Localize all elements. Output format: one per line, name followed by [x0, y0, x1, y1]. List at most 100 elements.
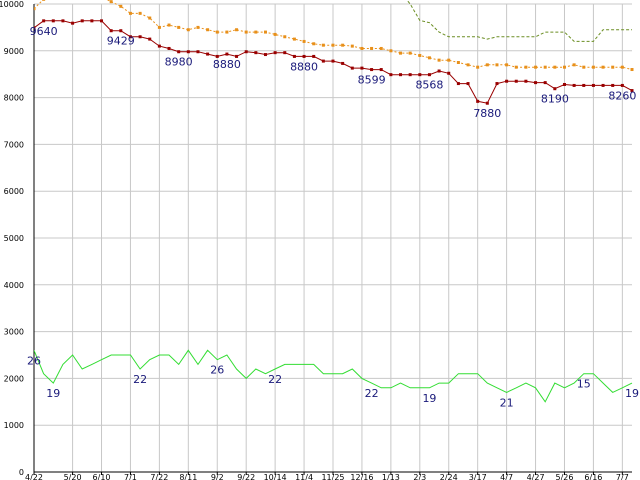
data-point	[572, 63, 576, 67]
data-point	[215, 30, 219, 34]
data-point	[71, 21, 75, 25]
data-point	[582, 83, 586, 87]
data-point	[485, 63, 489, 67]
data-label: 26	[27, 354, 41, 367]
data-point	[399, 51, 403, 55]
data-point	[128, 11, 132, 15]
data-point	[34, 7, 36, 11]
data-point	[543, 81, 547, 85]
data-point	[61, 19, 65, 23]
data-label: 8260	[608, 89, 636, 102]
data-point	[312, 54, 316, 58]
x-tick-label: 10/14	[264, 473, 287, 480]
data-point	[601, 65, 605, 69]
data-point	[534, 65, 538, 69]
x-tick-label: 9/2	[211, 473, 224, 480]
data-label: 8568	[415, 79, 443, 92]
data-point	[620, 83, 624, 87]
x-tick-label: 3/17	[469, 473, 487, 480]
data-label: 8880	[290, 60, 318, 73]
y-tick-label: 4000	[4, 281, 24, 290]
data-point	[360, 66, 364, 70]
data-point	[283, 51, 287, 55]
data-point	[196, 25, 200, 29]
data-point	[138, 11, 142, 15]
data-point	[235, 28, 239, 32]
data-point	[601, 83, 605, 87]
data-point	[157, 25, 161, 29]
data-point	[389, 49, 393, 53]
data-point	[389, 73, 393, 77]
data-point	[177, 50, 181, 54]
data-point	[447, 71, 451, 75]
data-point	[80, 19, 84, 23]
data-point	[167, 23, 171, 27]
x-tick-label: 4/27	[527, 473, 545, 480]
data-label: 19	[625, 387, 639, 400]
data-point	[418, 73, 422, 77]
x-tick-label: 4/7	[500, 473, 513, 480]
y-tick-label: 2000	[4, 374, 24, 383]
data-point	[572, 83, 576, 87]
data-point	[167, 46, 171, 50]
data-point	[379, 68, 383, 72]
y-tick-label: 7000	[4, 140, 24, 149]
data-point	[331, 59, 335, 63]
data-label: 22	[268, 373, 282, 386]
x-tick-label: 11/4	[295, 473, 313, 480]
data-label: 19	[422, 392, 436, 405]
data-point	[321, 43, 325, 47]
data-point	[283, 35, 287, 39]
data-label: 8880	[213, 58, 241, 71]
data-point	[186, 50, 190, 54]
data-point	[109, 0, 113, 4]
data-point	[591, 65, 595, 69]
x-tick-label: 1/13	[382, 473, 400, 480]
y-tick-label: 6000	[4, 187, 24, 196]
data-label: 9429	[107, 35, 135, 48]
x-tick-label: 2/24	[440, 473, 458, 480]
y-tick-label: 0	[19, 468, 24, 477]
y-tick-label: 10000	[0, 0, 24, 9]
data-point	[505, 63, 509, 67]
data-label: 9640	[30, 25, 58, 38]
data-point	[553, 87, 557, 91]
data-point	[109, 29, 113, 33]
data-point	[524, 65, 528, 69]
data-point	[476, 99, 480, 103]
data-point	[447, 58, 451, 62]
x-tick-label: 5/26	[555, 473, 573, 480]
data-point	[466, 63, 470, 67]
data-point	[399, 73, 403, 77]
series-lines	[34, 0, 634, 403]
data-label: 8980	[165, 56, 193, 69]
data-point	[350, 66, 354, 70]
data-point	[215, 54, 219, 58]
data-label: 15	[577, 378, 591, 391]
y-tick-label: 3000	[4, 328, 24, 337]
x-tick-label: 9/22	[237, 473, 255, 480]
data-point	[562, 82, 566, 86]
data-point	[312, 42, 316, 46]
data-point	[206, 28, 210, 32]
data-point	[514, 65, 518, 69]
data-point	[225, 30, 229, 34]
series-2	[406, 0, 632, 42]
series-line	[34, 349, 633, 403]
data-point	[244, 50, 248, 54]
y-tick-label: 5000	[4, 234, 24, 243]
y-tick-label: 1000	[4, 421, 24, 430]
data-point	[42, 0, 46, 1]
data-point	[235, 54, 239, 58]
data-label: 21	[500, 396, 514, 409]
data-point	[562, 65, 566, 69]
data-point	[119, 29, 123, 33]
data-point	[505, 79, 509, 83]
data-point	[418, 53, 422, 57]
data-label: 26	[210, 364, 224, 377]
data-label: 22	[365, 387, 379, 400]
data-point	[582, 65, 586, 69]
data-point	[370, 68, 374, 72]
y-tick-label: 8000	[4, 94, 24, 103]
